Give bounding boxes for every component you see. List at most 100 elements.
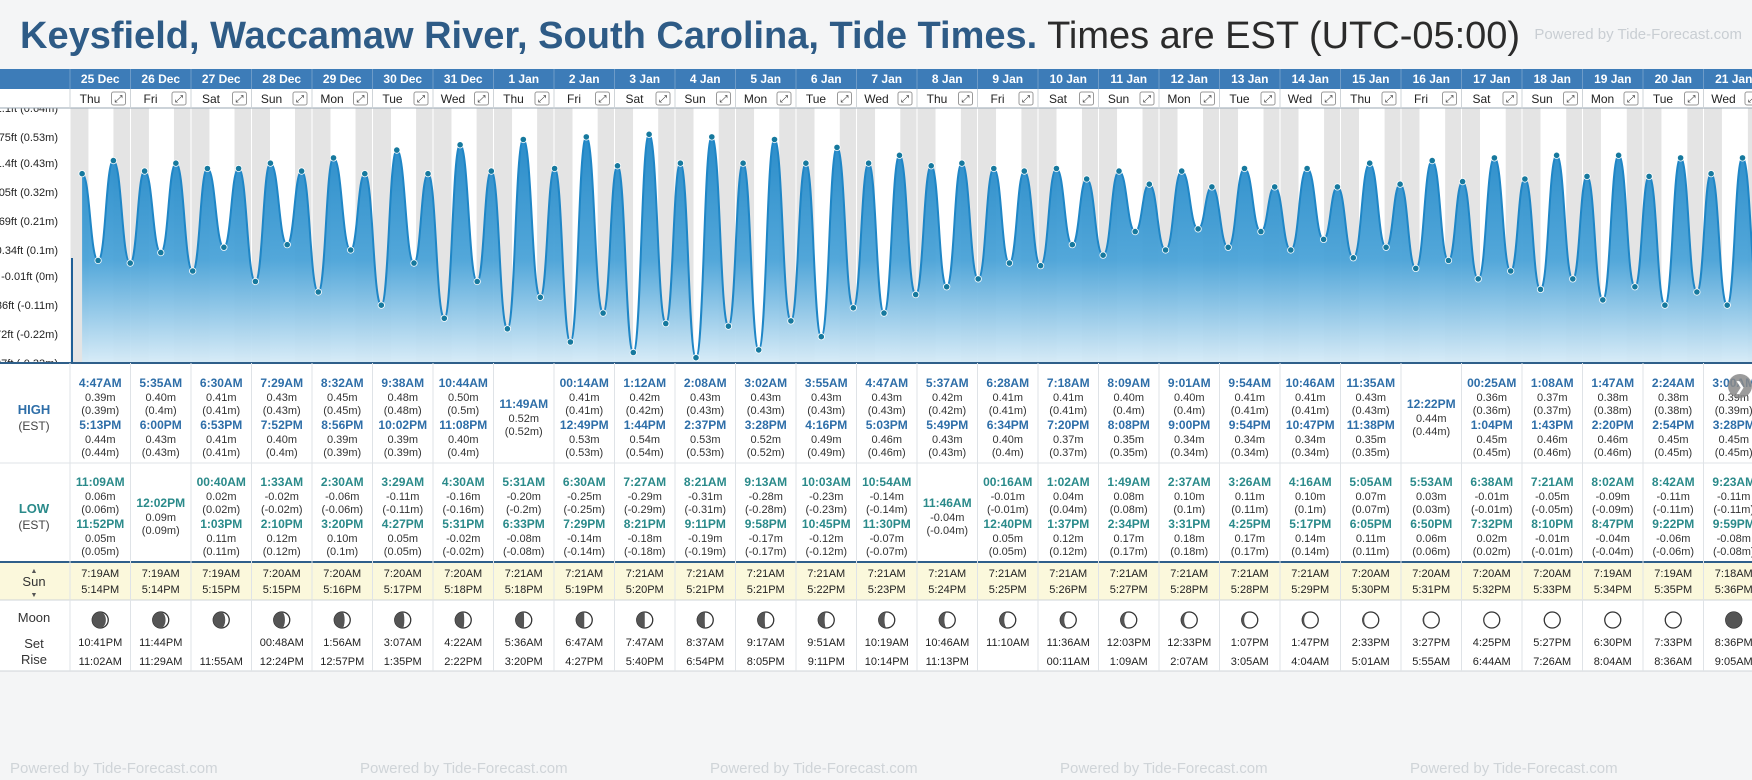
expand-icon: [232, 91, 247, 106]
low-tide-height-alt: (-0.04m): [1592, 546, 1634, 558]
watermark-bottom-item: Powered by Tide-Forecast.com: [360, 760, 568, 777]
date-header: 27 Dec: [202, 72, 241, 86]
tide-point: [410, 259, 418, 267]
tide-point: [1349, 254, 1357, 262]
moon-rise-time: 11:55AM: [200, 656, 243, 668]
low-tide-height-alt: (-0.31m): [684, 504, 726, 516]
moon-set-time: 12:03PM: [1107, 637, 1151, 649]
moon-rise-time: 11:29AM: [139, 656, 182, 668]
high-tide-time: 6:00PM: [140, 418, 182, 432]
sunrise-time: 7:19AM: [81, 568, 119, 580]
high-tide-height-alt: (0.4m): [145, 405, 177, 417]
date-header: 20 Jan: [1655, 72, 1692, 86]
low-tide-height: -0.19m: [688, 533, 722, 545]
low-tide-time: 9:59PM: [1713, 517, 1752, 531]
low-tide-height: 0.08m: [1113, 491, 1144, 503]
expand-icon: [1623, 91, 1639, 106]
sunset-time: 5:14PM: [81, 584, 119, 596]
sunset-time: 5:18PM: [505, 584, 543, 596]
low-tide-height-alt: (-0.14m): [866, 504, 908, 516]
moon-phase-shadow: [697, 612, 706, 628]
expand-icon-glyph: ⤢: [296, 94, 304, 105]
moon-set-time: 4:25PM: [1473, 637, 1511, 649]
y-tick-label: -0.72ft (-0.22m): [0, 329, 58, 341]
date-header-bar: [0, 69, 1752, 89]
tide-point: [1208, 183, 1216, 191]
high-tide-height: 0.39m: [85, 392, 116, 404]
low-tide-height: 0.17m: [1234, 533, 1265, 545]
low-tide-height-alt: (0.11m): [1231, 504, 1268, 516]
y-tick-label: 1.05ft (0.32m): [0, 187, 58, 199]
sunrise-time: 7:21AM: [928, 568, 966, 580]
tide-point: [755, 346, 763, 354]
low-tide-time: 7:29PM: [563, 517, 605, 531]
low-tide-height-alt: (-0.11m): [1713, 504, 1752, 516]
low-tide-time: 8:21PM: [624, 517, 666, 531]
tide-point: [1287, 246, 1295, 254]
tide-point: [536, 293, 544, 301]
low-tide-height: -0.25m: [567, 491, 601, 503]
moon-rise-time: 4:04AM: [1291, 656, 1329, 668]
sunrise-time: 7:21AM: [1291, 568, 1329, 580]
expand-icon-glyph: ⤢: [1567, 94, 1575, 105]
low-tide-height-alt: (-0.17m): [745, 546, 787, 558]
expand-icon-glyph: ⤢: [1627, 94, 1635, 105]
day-of-week: Sun: [684, 92, 705, 106]
high-tide-height: 0.38m: [1597, 392, 1628, 404]
sunrise-time: 7:21AM: [686, 568, 724, 580]
tide-point: [473, 277, 481, 286]
watermark-bottom-item: Powered by Tide-Forecast.com: [710, 760, 918, 777]
low-tide-height: 0.11m: [206, 533, 236, 545]
expand-icon-glyph: ⤢: [478, 94, 486, 105]
high-tide-height-alt: (0.46m): [868, 447, 906, 459]
moon-set-time: 10:46AM: [925, 637, 969, 649]
tide-point: [314, 288, 322, 296]
day-of-week: Sat: [1049, 92, 1068, 106]
high-tide-time: 6:34PM: [987, 418, 1029, 432]
sunrise-time: 7:19AM: [1594, 568, 1632, 580]
tide-point: [283, 241, 291, 249]
day-of-week: Tue: [806, 92, 827, 106]
date-header: 21 Jan: [1715, 72, 1752, 86]
low-tide-height: -0.28m: [749, 491, 783, 503]
tide-point: [157, 249, 165, 257]
watermark-bottom: Powered by Tide-Forecast.com Powered by T…: [0, 757, 1752, 780]
high-tide-height: 0.40m: [266, 434, 297, 446]
low-tide-height-alt: (0.14m): [1291, 546, 1329, 558]
high-tide-height: 0.45m: [1658, 434, 1689, 446]
sunrise-time: 7:20AM: [1473, 568, 1511, 580]
low-tide-time: 6:05PM: [1350, 517, 1392, 531]
tide-point: [126, 259, 134, 267]
moon-rise-time: 5:01AM: [1352, 656, 1390, 668]
date-header: 12 Jan: [1171, 72, 1208, 86]
low-tide-height-alt: (-0.01m): [1531, 546, 1573, 558]
expand-icon: [1563, 91, 1578, 106]
low-tide-time: 12:02PM: [136, 496, 185, 510]
low-tide-time: 4:27PM: [382, 517, 424, 531]
tide-point: [456, 141, 464, 149]
high-tide-height: 0.48m: [387, 392, 418, 404]
low-tide-height: -0.02m: [265, 491, 299, 503]
low-tide-height: -0.23m: [809, 491, 843, 503]
tide-point: [440, 314, 448, 322]
tide-point: [1083, 175, 1091, 183]
date-header: 10 Jan: [1050, 72, 1087, 86]
sunrise-time: 7:20AM: [1412, 568, 1450, 580]
low-tide-time: 5:17PM: [1289, 517, 1331, 531]
high-tide-height-alt: (0.44m): [1412, 426, 1450, 438]
low-tide-time: 4:30AM: [442, 475, 485, 489]
y-tick-label: -0.36ft (-0.11m): [0, 300, 58, 312]
moon-phase-icon: [1664, 611, 1682, 629]
high-tide-height-alt: (0.41m): [202, 447, 240, 459]
moon-set-time: 11:36AM: [1047, 637, 1090, 649]
high-tide-height: 0.43m: [871, 392, 902, 404]
moon-rise-time: 2:07AM: [1170, 656, 1208, 668]
expand-icon-glyph: ⤢: [659, 94, 667, 105]
tide-point: [172, 159, 180, 167]
expand-icon: [1321, 91, 1336, 106]
moon-rise-time: 3:05AM: [1231, 656, 1269, 668]
page-title-timezone: Times are EST (UTC-05:00): [1047, 15, 1521, 57]
high-tide-height: 0.46m: [1597, 434, 1628, 446]
day-of-week: Mon: [1167, 92, 1190, 106]
moon-phase-shadow: [818, 612, 827, 628]
